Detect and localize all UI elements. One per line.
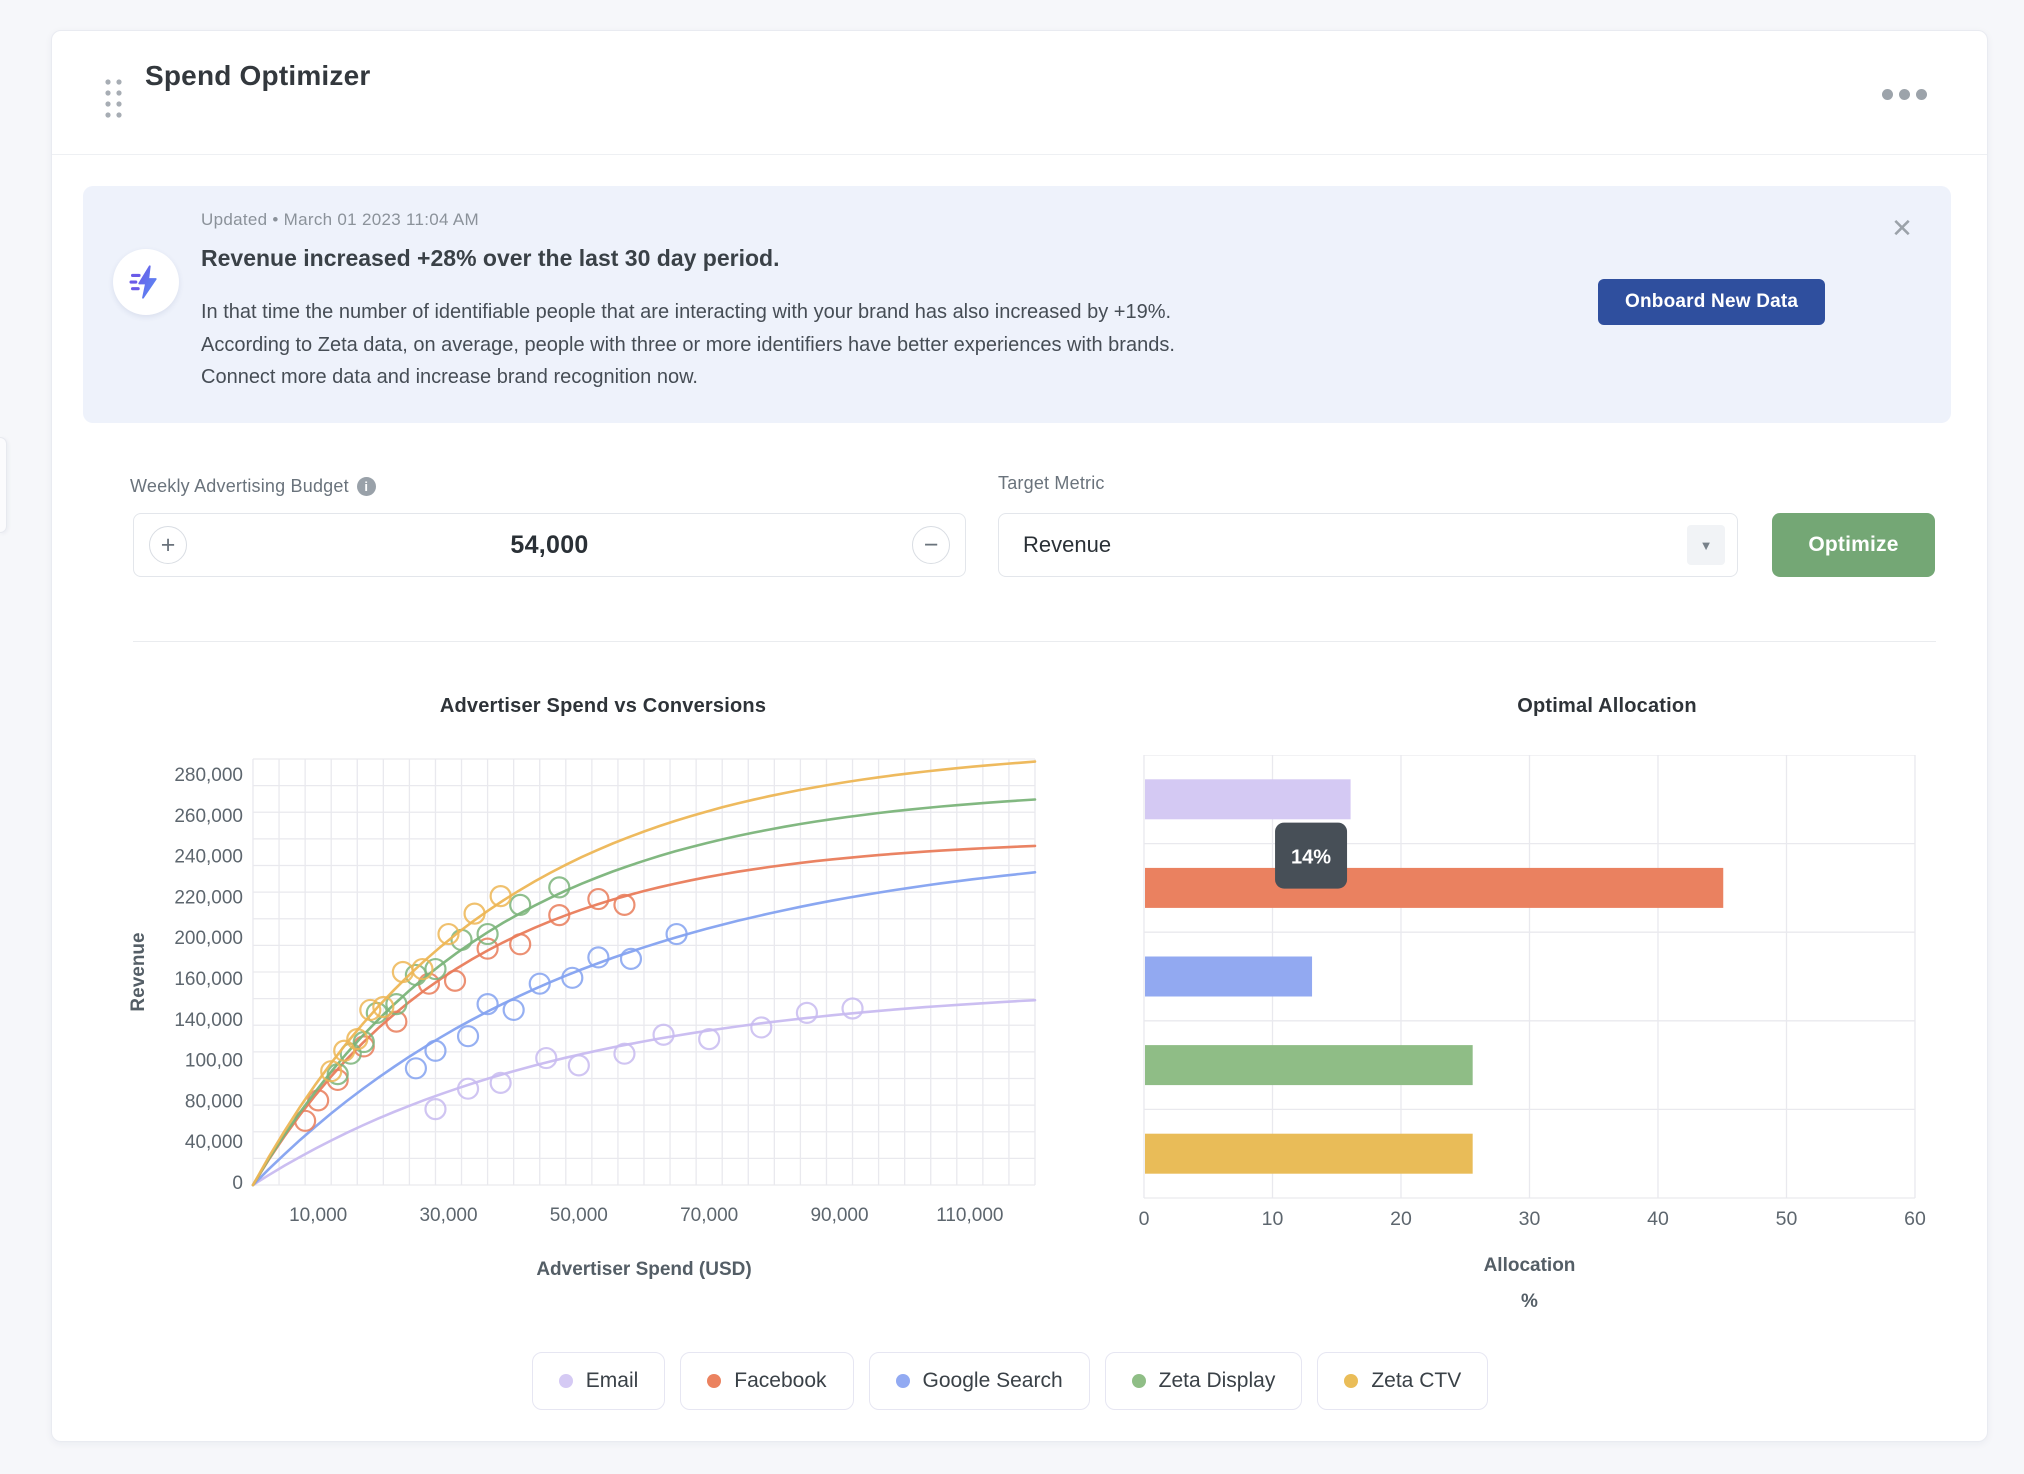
- svg-text:160,000: 160,000: [174, 969, 243, 990]
- header-divider: [52, 154, 1987, 155]
- svg-text:40: 40: [1647, 1208, 1669, 1230]
- svg-text:80,000: 80,000: [185, 1091, 243, 1112]
- onboard-new-data-button[interactable]: Onboard New Data: [1598, 279, 1826, 325]
- svg-text:0: 0: [1139, 1208, 1150, 1230]
- scatter-chart: 280,000 260,000 240,000 220,000 200,000 160,0…: [100, 755, 1060, 1300]
- svg-text:110,000: 110,000: [936, 1205, 1003, 1226]
- legend-item-facebook[interactable]: Facebook: [680, 1352, 854, 1410]
- svg-text:20: 20: [1390, 1208, 1412, 1230]
- target-metric-label: Target Metric: [998, 473, 1105, 493]
- banner-headline: Revenue increased +28% over the last 30 …: [201, 245, 780, 271]
- legend-item-zeta-display[interactable]: Zeta Display: [1104, 1352, 1303, 1410]
- background-panel-edge: [0, 437, 7, 533]
- target-metric-value: Revenue: [1023, 532, 1112, 557]
- svg-text:100,00: 100,00: [185, 1051, 243, 1072]
- svg-text:30: 30: [1519, 1208, 1541, 1230]
- legend-label: Zeta Display: [1158, 1369, 1276, 1392]
- budget-stepper: + 54,000 −: [133, 513, 966, 577]
- svg-text:Allocation: Allocation: [1484, 1255, 1576, 1276]
- banner-updated-timestamp: Updated • March 01 2023 11:04 AM: [201, 210, 479, 229]
- legend-dot-icon: [1131, 1374, 1146, 1388]
- svg-text:30,000: 30,000: [419, 1205, 477, 1226]
- legend-label: Email: [585, 1369, 639, 1392]
- legend-label: Zeta CTV: [1371, 1369, 1462, 1392]
- svg-text:70,000: 70,000: [680, 1205, 738, 1226]
- svg-text:Advertiser Spend (USD): Advertiser Spend (USD): [536, 1259, 751, 1280]
- svg-text:Revenue: Revenue: [128, 932, 149, 1011]
- legend-item-zeta-ctv[interactable]: Zeta CTV: [1317, 1352, 1489, 1410]
- svg-text:280,000: 280,000: [174, 765, 243, 786]
- chart-legend: Email Facebook Google Search Zeta Display Ze…: [100, 1352, 1920, 1410]
- svg-text:50: 50: [1776, 1208, 1798, 1230]
- legend-label: Google Search: [922, 1369, 1063, 1392]
- svg-text:240,000: 240,000: [174, 847, 243, 868]
- drag-dots: [105, 79, 122, 118]
- banner-body-line: Connect more data and increase brand rec…: [201, 366, 698, 388]
- increment-button[interactable]: +: [149, 526, 187, 564]
- svg-text:14%: 14%: [1291, 847, 1331, 869]
- banner-body-line: According to Zeta data, on average, peop…: [201, 333, 1175, 356]
- banner-body: In that time the number of identifiable …: [201, 296, 1471, 394]
- page-title: Spend Optimizer: [145, 60, 371, 91]
- insight-bolt-icon: [113, 249, 179, 315]
- banner-body-line: In that time the number of identifiable …: [201, 301, 1172, 323]
- legend-label: Facebook: [734, 1369, 827, 1392]
- svg-text:0: 0: [232, 1173, 243, 1194]
- svg-text:10: 10: [1262, 1208, 1284, 1230]
- drag-handle-icon[interactable]: [103, 77, 125, 119]
- svg-text:60: 60: [1904, 1208, 1926, 1230]
- chevron-down-icon: ▼: [1699, 537, 1713, 553]
- legend-dot-icon: [895, 1374, 910, 1388]
- optimize-button[interactable]: Optimize: [1772, 513, 1935, 577]
- svg-text:50,000: 50,000: [550, 1205, 608, 1226]
- info-icon[interactable]: i: [356, 477, 376, 496]
- svg-text:260,000: 260,000: [174, 806, 243, 827]
- bar-tooltip: 14%: [1275, 822, 1348, 889]
- svg-text:40,000: 40,000: [185, 1132, 243, 1153]
- budget-label-row: Weekly Advertising Budget i: [130, 476, 376, 497]
- svg-text:%: %: [1521, 1291, 1538, 1312]
- svg-text:140,000: 140,000: [174, 1010, 243, 1031]
- budget-label: Weekly Advertising Budget: [130, 476, 349, 496]
- close-icon[interactable]: ✕: [1891, 212, 1913, 243]
- bar-chart-title: Optimal Allocation: [1517, 695, 1697, 717]
- legend-dot-icon: [707, 1374, 722, 1388]
- target-metric-select[interactable]: Revenue ▼: [998, 513, 1738, 577]
- decrement-button[interactable]: −: [912, 526, 950, 564]
- legend-dot-icon: [558, 1374, 573, 1388]
- legend-dot-icon: [1344, 1374, 1359, 1388]
- svg-text:220,000: 220,000: [174, 887, 243, 908]
- allocation-bar-chart: 0 10 20 30 40 50 60 Allocation% 14%: [1100, 754, 2000, 1315]
- select-caret-button[interactable]: ▼: [1687, 525, 1725, 565]
- legend-item-email[interactable]: Email: [531, 1352, 666, 1410]
- svg-text:200,000: 200,000: [174, 928, 243, 949]
- legend-item-google-search[interactable]: Google Search: [868, 1352, 1090, 1410]
- section-divider: [133, 641, 1936, 642]
- scatter-chart-title: Advertiser Spend vs Conversions: [439, 695, 767, 717]
- more-options-icon[interactable]: [1878, 84, 1930, 104]
- svg-text:10,000: 10,000: [289, 1205, 347, 1226]
- budget-value[interactable]: 54,000: [510, 530, 589, 559]
- svg-text:90,000: 90,000: [810, 1205, 868, 1226]
